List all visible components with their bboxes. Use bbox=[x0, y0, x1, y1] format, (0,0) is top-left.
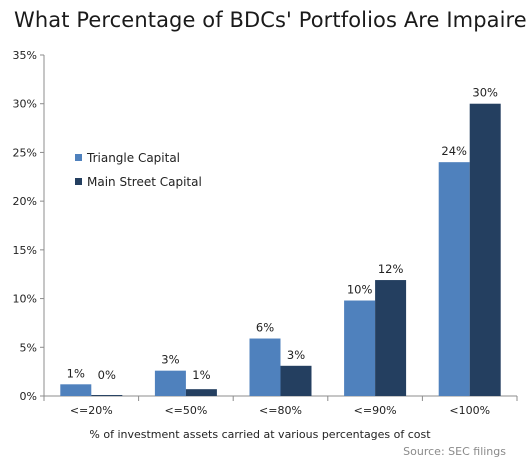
y-tick-label: 30% bbox=[13, 98, 37, 111]
data-labels: 1% 0% 3% 1% 6% 3% 10% 12% 24% 30% bbox=[67, 86, 498, 382]
data-label: 12% bbox=[378, 262, 404, 276]
bar-main-street bbox=[375, 280, 407, 396]
data-label: 6% bbox=[256, 321, 274, 335]
bar-main-street bbox=[280, 365, 312, 396]
data-label: 3% bbox=[287, 348, 305, 362]
x-axis-ticks: <=20% <=50% <=80% <=90% <100% bbox=[70, 404, 490, 417]
legend-label: Triangle Capital bbox=[86, 151, 180, 165]
data-label: 1% bbox=[192, 368, 210, 382]
chart-bars bbox=[60, 103, 501, 396]
y-tick-label: 35% bbox=[13, 49, 37, 62]
bar-main-street bbox=[469, 103, 501, 396]
x-tick-label: <=80% bbox=[259, 404, 302, 417]
y-tick-label: 20% bbox=[13, 195, 37, 208]
y-axis-ticks: 0% 5% 10% 15% 20% 25% 30% 35% bbox=[13, 49, 37, 403]
data-label: 0% bbox=[98, 368, 116, 382]
legend-swatch bbox=[75, 178, 82, 185]
bar-main-street bbox=[91, 395, 123, 396]
y-tick-label: 25% bbox=[13, 146, 37, 159]
chart-title: What Percentage of BDCs' Portfolios Are … bbox=[14, 8, 528, 32]
data-label: 1% bbox=[67, 366, 85, 380]
bar-triangle bbox=[154, 370, 186, 396]
chart-legend: Triangle Capital Main Street Capital bbox=[75, 151, 202, 189]
y-tick-label: 10% bbox=[13, 293, 37, 306]
x-tick-label: <100% bbox=[449, 404, 490, 417]
source-note: Source: SEC filings bbox=[403, 445, 506, 458]
legend-swatch bbox=[75, 154, 82, 161]
legend-label: Main Street Capital bbox=[87, 175, 202, 189]
bar-triangle bbox=[344, 300, 376, 396]
bar-triangle bbox=[60, 384, 92, 396]
data-label: 24% bbox=[441, 144, 467, 158]
y-tick-label: 0% bbox=[20, 390, 37, 403]
x-tick-label: <=50% bbox=[164, 404, 207, 417]
y-tick-label: 15% bbox=[13, 244, 37, 257]
x-tick-label: <=20% bbox=[70, 404, 113, 417]
data-label: 3% bbox=[161, 353, 179, 367]
data-label: 10% bbox=[347, 283, 373, 297]
data-label: 30% bbox=[472, 86, 498, 100]
bar-main-street bbox=[185, 389, 217, 396]
x-axis-label: % of investment assets carried at variou… bbox=[89, 428, 431, 441]
y-tick-label: 5% bbox=[20, 341, 37, 354]
bar-triangle bbox=[249, 338, 281, 396]
x-tick-label: <=90% bbox=[354, 404, 397, 417]
bar-triangle bbox=[438, 162, 470, 396]
